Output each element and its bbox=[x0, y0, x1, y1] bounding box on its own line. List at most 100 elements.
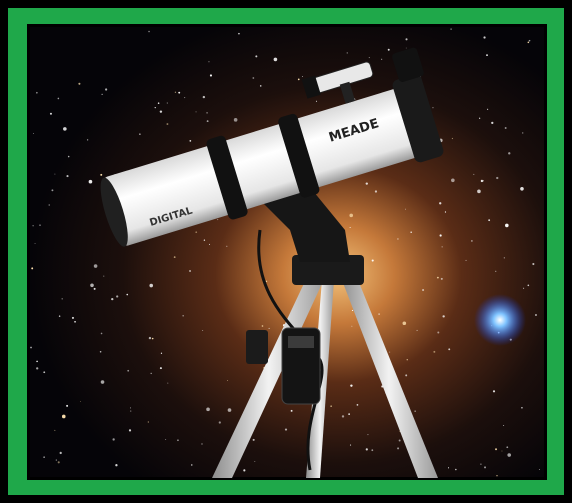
star bbox=[265, 280, 268, 283]
star bbox=[480, 463, 482, 465]
star bbox=[261, 325, 264, 327]
star bbox=[36, 360, 38, 363]
star bbox=[218, 421, 221, 424]
star bbox=[36, 367, 39, 370]
star bbox=[166, 123, 169, 126]
star bbox=[378, 313, 380, 315]
star bbox=[99, 350, 102, 353]
star bbox=[495, 270, 497, 272]
star bbox=[405, 374, 408, 377]
tripod bbox=[212, 229, 438, 478]
star bbox=[315, 100, 318, 102]
star bbox=[410, 231, 412, 234]
star bbox=[112, 438, 115, 441]
tube-ring bbox=[278, 113, 320, 198]
star bbox=[496, 475, 498, 477]
star bbox=[348, 413, 350, 416]
star bbox=[165, 439, 167, 441]
star bbox=[432, 107, 434, 109]
star bbox=[149, 283, 154, 288]
finder-bracket bbox=[339, 81, 356, 104]
star bbox=[397, 447, 400, 450]
star bbox=[447, 467, 450, 469]
star bbox=[127, 369, 130, 372]
star bbox=[367, 434, 369, 436]
star bbox=[208, 61, 210, 63]
star bbox=[100, 380, 105, 384]
star bbox=[479, 117, 481, 119]
star bbox=[191, 464, 193, 466]
star bbox=[371, 259, 374, 262]
star bbox=[154, 107, 156, 109]
star bbox=[477, 189, 481, 194]
telescope: MEADE DIGITAL bbox=[100, 47, 444, 247]
star bbox=[66, 175, 69, 178]
star bbox=[374, 190, 378, 193]
star bbox=[174, 91, 177, 93]
star bbox=[58, 315, 61, 317]
star bbox=[351, 325, 353, 327]
star bbox=[139, 133, 141, 135]
star bbox=[49, 112, 52, 115]
star bbox=[93, 264, 98, 268]
tripod-head bbox=[292, 255, 364, 285]
star bbox=[341, 415, 345, 418]
star bbox=[150, 372, 152, 375]
star bbox=[433, 350, 436, 353]
star bbox=[189, 269, 192, 272]
star bbox=[167, 382, 169, 384]
star bbox=[130, 410, 132, 412]
star bbox=[43, 371, 46, 374]
finder-eyepiece bbox=[301, 75, 321, 99]
star bbox=[128, 429, 132, 432]
star bbox=[302, 76, 303, 77]
star bbox=[147, 421, 149, 423]
star bbox=[201, 443, 203, 445]
star bbox=[34, 242, 36, 244]
star bbox=[151, 337, 154, 340]
star bbox=[93, 287, 96, 290]
star bbox=[202, 95, 206, 99]
star bbox=[202, 329, 204, 331]
star bbox=[78, 82, 81, 85]
star bbox=[254, 461, 256, 462]
star bbox=[451, 178, 455, 183]
star bbox=[349, 444, 352, 446]
star bbox=[356, 404, 359, 406]
star bbox=[501, 450, 503, 452]
star bbox=[414, 410, 416, 412]
star bbox=[36, 91, 38, 94]
star bbox=[103, 275, 105, 277]
star bbox=[284, 428, 288, 431]
star bbox=[442, 315, 445, 318]
accessory bbox=[246, 330, 268, 364]
star bbox=[422, 289, 425, 292]
star bbox=[259, 85, 262, 87]
tube bbox=[103, 86, 428, 246]
star bbox=[184, 97, 186, 99]
star bbox=[350, 384, 353, 387]
star bbox=[227, 379, 229, 381]
star bbox=[365, 182, 368, 185]
star bbox=[349, 227, 351, 228]
star bbox=[32, 225, 34, 227]
star bbox=[487, 108, 489, 110]
star bbox=[226, 245, 228, 247]
star bbox=[455, 468, 457, 471]
star bbox=[252, 77, 255, 79]
star bbox=[148, 336, 152, 340]
star bbox=[504, 127, 507, 129]
star bbox=[233, 118, 238, 122]
star bbox=[441, 246, 443, 248]
star bbox=[57, 97, 60, 100]
star bbox=[273, 57, 278, 62]
star bbox=[535, 314, 537, 316]
star bbox=[159, 367, 162, 370]
star bbox=[177, 439, 179, 442]
star bbox=[450, 28, 452, 30]
star bbox=[182, 315, 184, 317]
star bbox=[495, 448, 498, 451]
star bbox=[206, 407, 210, 412]
star bbox=[398, 439, 401, 442]
